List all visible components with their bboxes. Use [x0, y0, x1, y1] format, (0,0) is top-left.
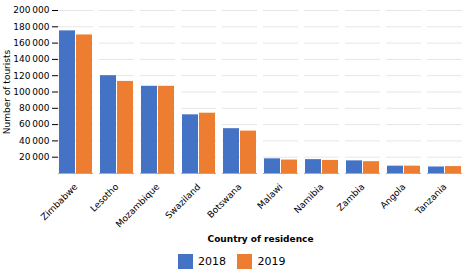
svg-text:Malawi: Malawi	[255, 182, 284, 211]
svg-text:Angola: Angola	[378, 182, 407, 211]
svg-text:Botswana: Botswana	[205, 182, 243, 220]
svg-text:Zambia: Zambia	[335, 182, 366, 213]
svg-text:100 000: 100 000	[13, 87, 49, 97]
svg-text:80 000: 80 000	[19, 103, 50, 113]
svg-text:160 000: 160 000	[13, 38, 49, 48]
svg-text:20 000: 20 000	[19, 152, 50, 162]
svg-text:60 000: 60 000	[19, 119, 50, 129]
svg-text:140 000: 140 000	[13, 54, 49, 64]
html-text:2019: 2019	[257, 255, 286, 268]
svg-text:120 000: 120 000	[13, 71, 49, 81]
html-text:2018: 2018	[198, 255, 226, 268]
svg-text:Lesotho: Lesotho	[88, 181, 120, 213]
svg-text:Mozambique: Mozambique	[114, 181, 162, 229]
svg-text:Swaziland: Swaziland	[163, 182, 202, 221]
svg-text:Namibia: Namibia	[292, 182, 325, 215]
svg-text:Zimbabwe: Zimbabwe	[39, 181, 80, 222]
svg-text:Tanzania: Tanzania	[413, 182, 448, 217]
svg-text:200 000: 200 000	[13, 5, 49, 15]
svg-text:Number of tourists: Number of tourists	[2, 49, 12, 134]
svg-text:Country of residence: Country of residence	[208, 234, 314, 244]
svg-text:180 000: 180 000	[13, 22, 49, 32]
svg-text:40 000: 40 000	[19, 136, 50, 146]
